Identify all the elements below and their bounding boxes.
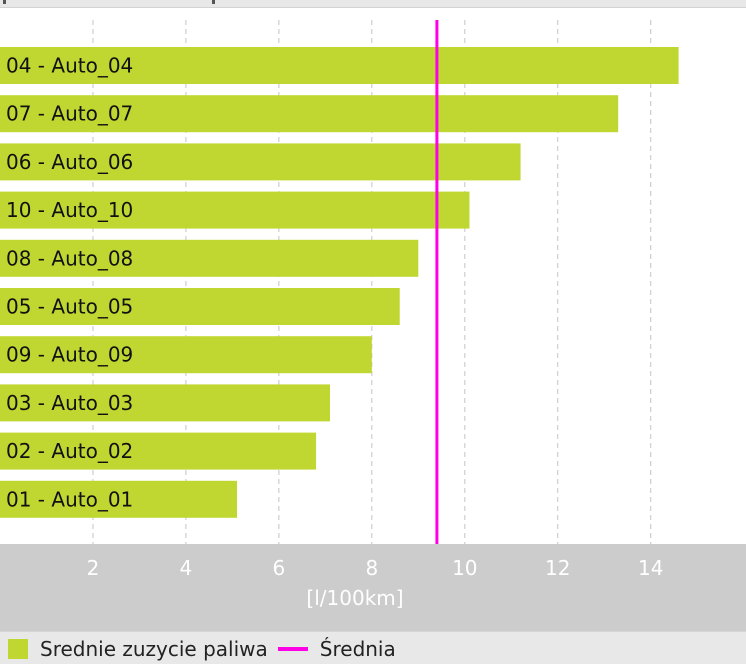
bar-label: 10 - Auto_10	[6, 198, 133, 222]
bar-label: 06 - Auto_06	[6, 150, 133, 174]
bar[interactable]	[0, 384, 331, 422]
header-text-fragment	[3, 0, 6, 4]
x-tick-label: 2	[87, 556, 100, 580]
legend-label-line: Średnia	[319, 637, 396, 661]
legend: Srednie zuzycie paliwa Średnia	[8, 636, 406, 662]
bar-label: 04 - Auto_04	[6, 54, 133, 78]
x-tick-label: 8	[365, 556, 378, 580]
x-tick-label: 14	[638, 556, 663, 580]
bar-label: 08 - Auto_08	[6, 246, 133, 270]
bar-label: 09 - Auto_09	[6, 343, 133, 367]
x-tick-label: 10	[452, 556, 477, 580]
bar[interactable]	[0, 288, 400, 325]
bar[interactable]	[0, 143, 521, 181]
bar[interactable]	[0, 47, 679, 84]
legend-item-line[interactable]: Średnia	[277, 637, 396, 661]
x-tick-label: 4	[180, 556, 193, 580]
x-axis-band	[0, 544, 746, 631]
bar-label: 03 - Auto_03	[6, 391, 133, 415]
bar[interactable]	[0, 336, 372, 374]
bar[interactable]	[0, 480, 238, 518]
x-tick-labels: 2 4 6 8 10 12 14	[87, 556, 664, 580]
x-tick-label: 12	[545, 556, 570, 580]
legend-swatch-bar	[8, 639, 28, 659]
x-tick-label: 6	[273, 556, 286, 580]
bar-labels: 04 - Auto_04 07 - Auto_07 06 - Auto_06 10 -…	[6, 54, 133, 512]
bar-label: 02 - Auto_02	[6, 439, 133, 463]
header-strip	[0, 0, 746, 8]
legend-band	[0, 631, 746, 664]
bar[interactable]	[0, 239, 419, 277]
bar[interactable]	[0, 191, 470, 229]
bar-label: 01 - Auto_01	[6, 487, 133, 511]
x-axis-label: [l/100km]	[306, 586, 403, 610]
legend-swatch-line	[277, 647, 308, 651]
legend-item-bar[interactable]: Srednie zuzycie paliwa	[8, 637, 268, 661]
bars	[0, 47, 679, 518]
bar[interactable]	[0, 432, 317, 470]
legend-label-bar: Srednie zuzycie paliwa	[40, 637, 268, 661]
bar-chart: 04 - Auto_04 07 - Auto_07 06 - Auto_06 10 -…	[0, 20, 679, 610]
header-text-fragment	[212, 0, 215, 4]
bar-label: 05 - Auto_05	[6, 295, 133, 319]
bar[interactable]	[0, 95, 619, 133]
bar-label: 07 - Auto_07	[6, 102, 133, 126]
